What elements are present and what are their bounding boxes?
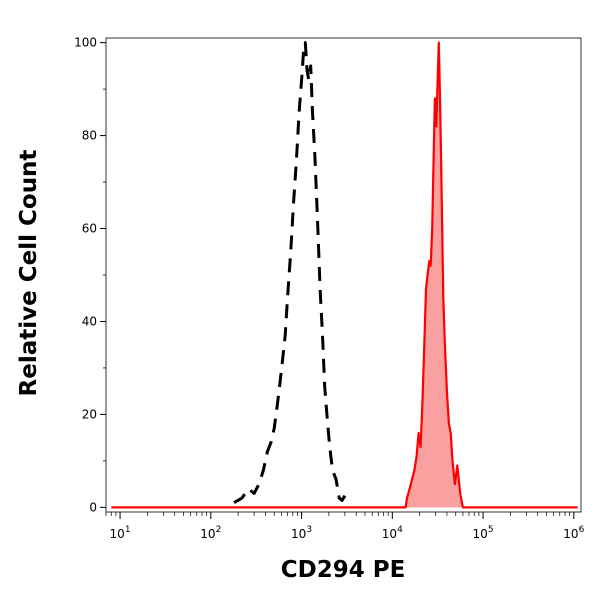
x-axis-title: CD294 PE [281,557,406,583]
x-tick-label-3: 104 [382,525,403,541]
y-tick-label-4: 80 [82,129,97,143]
x-tick-label-5: 106 [563,525,584,541]
y-axis-title: Relative Cell Count [16,150,42,397]
series-1-fill [111,42,578,508]
series-1-line [111,41,578,509]
y-axis-ticks: 0 20 40 60 80 100 [74,36,106,514]
y-tick-label-2: 40 [82,314,97,328]
series-layer [111,41,578,509]
x-tick-label-2: 103 [291,525,312,541]
y-tick-label-5: 100 [74,36,97,50]
y-tick-label-0: 0 [89,500,97,514]
x-tick-label-0: 101 [110,525,131,541]
x-tick-label-4: 105 [473,525,494,541]
series-0-line [233,41,347,504]
plot-frame [105,37,582,513]
y-tick-label-3: 60 [82,222,97,236]
y-tick-label-1: 20 [82,407,97,421]
x-tick-label-1: 102 [200,525,221,541]
x-axis-ticks: 101 102 103 104 105 106 [105,512,585,541]
